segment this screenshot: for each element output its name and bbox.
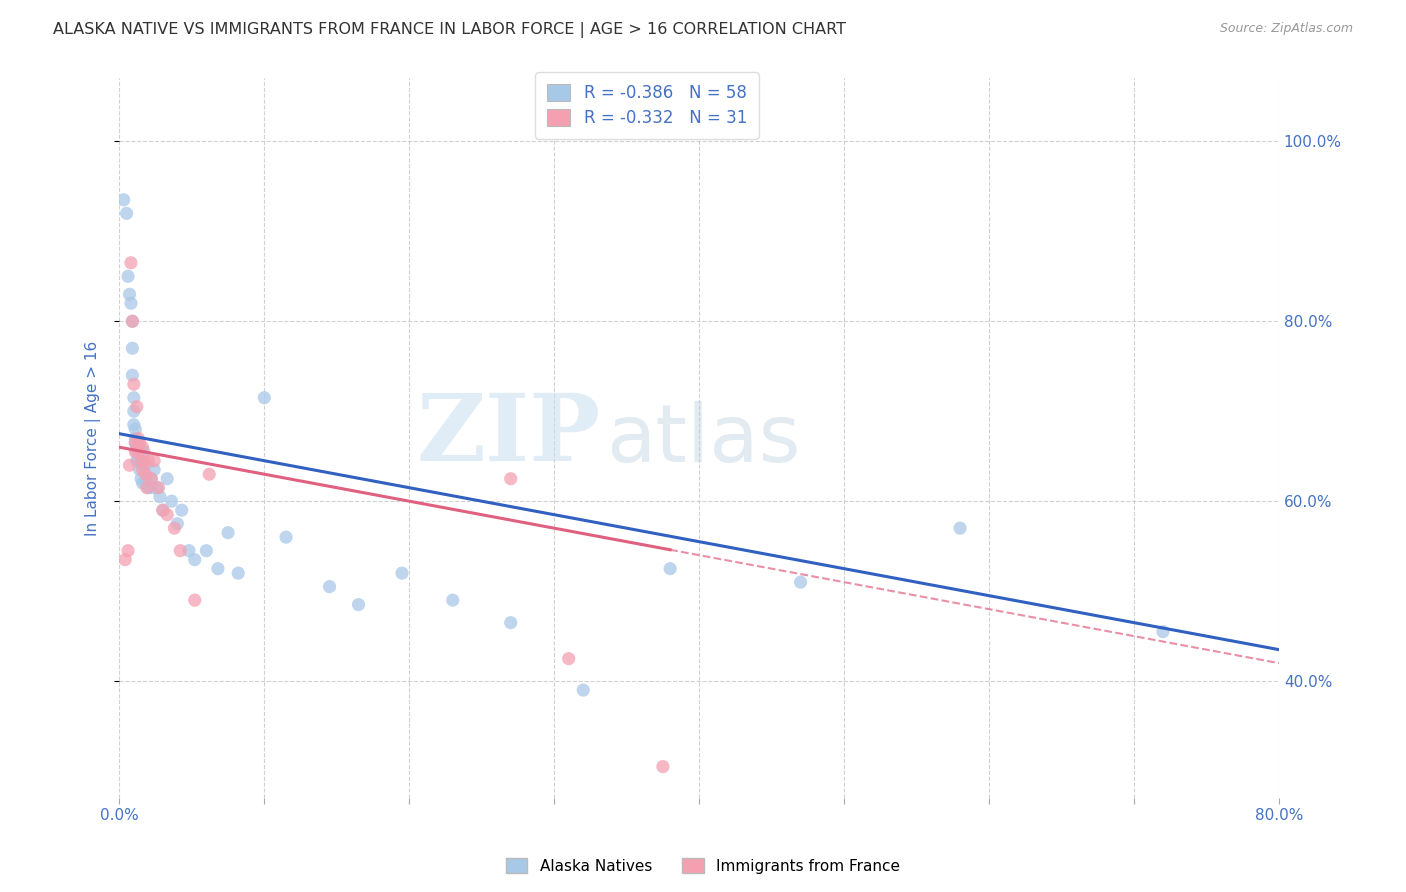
Point <box>132 453 155 467</box>
Point <box>125 444 148 458</box>
Text: atlas: atlas <box>606 401 801 479</box>
Point <box>557 651 579 665</box>
Point <box>129 472 152 486</box>
Point <box>124 444 146 458</box>
Legend: R = -0.386   N = 58, R = -0.332   N = 31: R = -0.386 N = 58, R = -0.332 N = 31 <box>536 72 759 138</box>
Point <box>499 472 522 486</box>
Point <box>949 521 972 535</box>
Point <box>141 472 163 486</box>
Point <box>115 206 138 220</box>
Point <box>177 543 200 558</box>
Point <box>195 543 218 558</box>
Point <box>148 481 170 495</box>
Point <box>572 683 595 698</box>
Point <box>127 444 149 458</box>
Point <box>156 472 179 486</box>
Legend: Alaska Natives, Immigrants from France: Alaska Natives, Immigrants from France <box>499 852 907 880</box>
Point <box>128 444 150 458</box>
Point <box>129 453 152 467</box>
Point <box>441 593 464 607</box>
Point <box>226 566 249 581</box>
Point <box>169 543 191 558</box>
Point <box>121 341 143 355</box>
Text: Source: ZipAtlas.com: Source: ZipAtlas.com <box>1219 22 1353 36</box>
Point <box>125 453 148 467</box>
Point <box>391 566 413 581</box>
Point <box>128 463 150 477</box>
Point <box>127 431 149 445</box>
Point <box>499 615 522 630</box>
Point <box>125 440 148 454</box>
Point <box>134 467 156 482</box>
Point <box>125 400 148 414</box>
Point <box>207 562 229 576</box>
Y-axis label: In Labor Force | Age > 16: In Labor Force | Age > 16 <box>86 341 101 536</box>
Point <box>131 463 153 477</box>
Point <box>131 458 153 473</box>
Text: ALASKA NATIVE VS IMMIGRANTS FROM FRANCE IN LABOR FORCE | AGE > 16 CORRELATION CH: ALASKA NATIVE VS IMMIGRANTS FROM FRANCE … <box>53 22 846 38</box>
Point <box>651 759 673 773</box>
Point <box>117 543 139 558</box>
Point <box>138 481 160 495</box>
Point <box>156 508 179 522</box>
Point <box>121 368 143 383</box>
Point <box>217 525 239 540</box>
Point <box>118 287 141 301</box>
Point <box>132 444 155 458</box>
Point <box>124 431 146 445</box>
Point <box>253 391 276 405</box>
Point <box>122 404 145 418</box>
Point <box>114 552 136 566</box>
Point <box>146 481 169 495</box>
Point <box>274 530 297 544</box>
Point <box>149 490 172 504</box>
Point <box>124 422 146 436</box>
Point <box>120 296 142 310</box>
Point <box>789 575 811 590</box>
Point <box>659 562 682 576</box>
Point <box>121 314 143 328</box>
Point <box>117 269 139 284</box>
Text: ZIP: ZIP <box>416 390 600 480</box>
Point <box>127 435 149 450</box>
Point <box>143 453 166 467</box>
Point <box>160 494 183 508</box>
Point <box>152 503 174 517</box>
Point <box>135 472 157 486</box>
Point <box>141 472 163 486</box>
Point <box>124 435 146 450</box>
Point <box>166 516 188 531</box>
Point <box>131 440 153 454</box>
Point <box>128 435 150 450</box>
Point <box>112 193 135 207</box>
Point <box>122 377 145 392</box>
Point <box>120 256 142 270</box>
Point <box>134 476 156 491</box>
Point <box>1152 624 1174 639</box>
Point <box>124 435 146 450</box>
Point <box>183 552 205 566</box>
Point <box>134 458 156 473</box>
Point <box>131 476 153 491</box>
Point <box>183 593 205 607</box>
Point <box>170 503 193 517</box>
Point <box>135 481 157 495</box>
Point <box>152 503 174 517</box>
Point <box>118 458 141 473</box>
Point <box>127 453 149 467</box>
Point <box>122 391 145 405</box>
Point <box>142 481 165 495</box>
Point <box>318 580 340 594</box>
Point <box>198 467 221 482</box>
Point <box>143 463 166 477</box>
Point <box>129 453 152 467</box>
Point <box>121 314 143 328</box>
Point <box>163 521 186 535</box>
Point <box>347 598 370 612</box>
Point <box>122 417 145 432</box>
Point <box>138 453 160 467</box>
